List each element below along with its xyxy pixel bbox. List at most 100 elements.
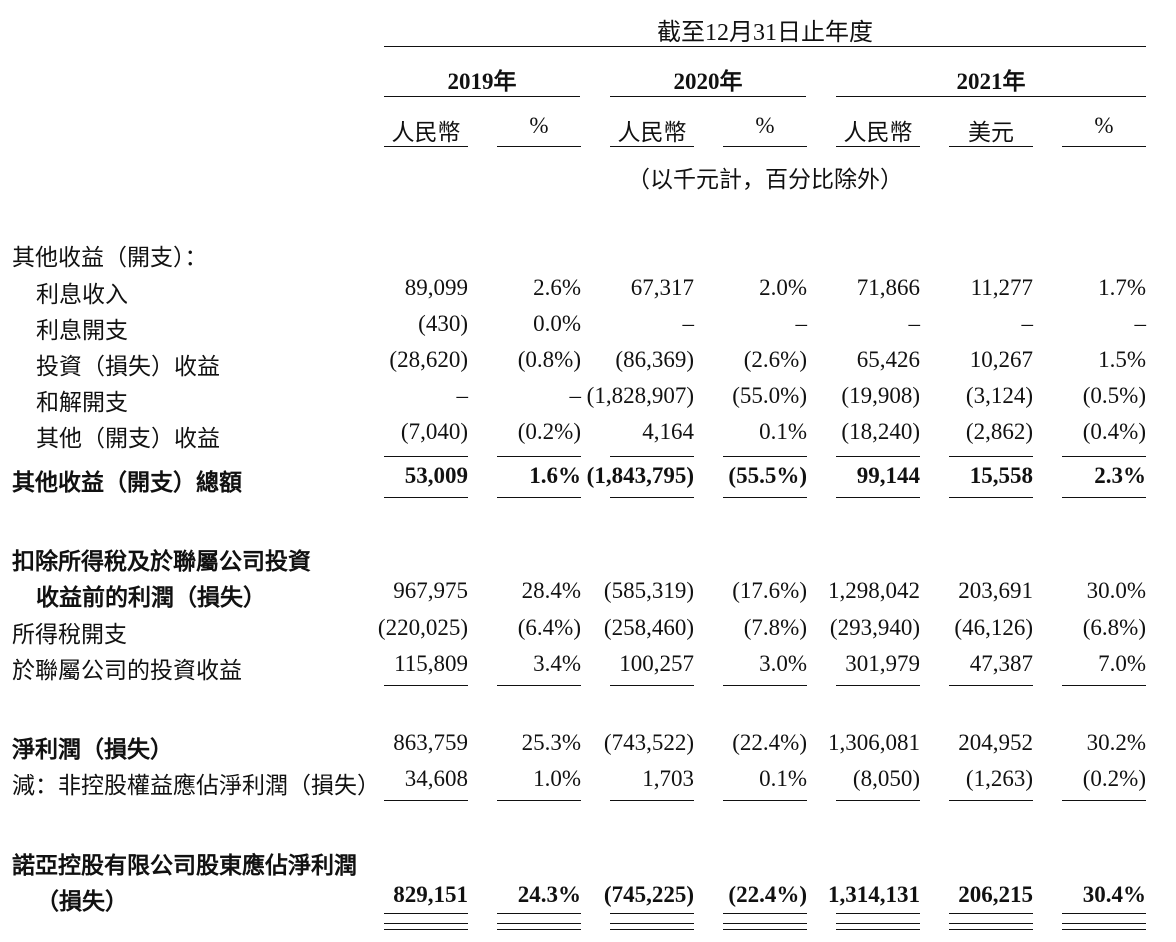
row-label-settlement-expense: 和解開支	[36, 390, 128, 415]
unit-underline	[384, 146, 468, 147]
table-cell: (7,040)	[400, 419, 468, 444]
row-label-net-profit: 淨利潤（損失）	[12, 737, 173, 762]
row-label-other-income-heading: 其他收益（開支）：	[12, 245, 208, 270]
subtotal-rule	[836, 685, 920, 686]
row-label-attributable-heading: 諾亞控股有限公司股東應佔淨利潤	[12, 853, 357, 878]
subtotal-rule	[836, 800, 920, 801]
subtotal-rule	[949, 800, 1033, 801]
table-cell: 67,317	[630, 275, 694, 300]
grand-total-rule	[1062, 913, 1146, 914]
table-cell: 47,387	[969, 651, 1033, 676]
subtotal-rule	[610, 800, 694, 801]
subtotal-rule	[384, 456, 468, 457]
subtotal-rule	[1062, 800, 1146, 801]
table-cell: (1,263)	[965, 766, 1033, 791]
table-cell: 24.3%	[517, 882, 581, 907]
table-cell: (18,240)	[841, 419, 920, 444]
table-cell: 1.7%	[1098, 275, 1146, 300]
subtotal-rule	[384, 685, 468, 686]
table-cell: 89,099	[404, 275, 468, 300]
unit-underline	[723, 146, 807, 147]
table-cell: (22.4%)	[728, 882, 807, 907]
table-cell: 1,306,081	[828, 730, 920, 755]
table-cell: (293,940)	[829, 615, 920, 640]
table-cell: (745,225)	[603, 882, 694, 907]
table-cell: 3.0%	[759, 651, 807, 676]
unit-header-usd-2021: 美元	[968, 120, 1014, 145]
unit-header-pct-2020: %	[755, 113, 775, 138]
table-cell: (22.4%)	[732, 730, 807, 755]
total-rule	[836, 497, 920, 498]
grand-total-rule	[497, 929, 581, 930]
total-rule	[723, 497, 807, 498]
row-label-income-tax: 所得稅開支	[12, 622, 127, 647]
table-cell: 15,558	[969, 463, 1033, 488]
unit-header-rmb-2020: 人民幣	[617, 120, 687, 145]
row-label-other-gain: 其他（開支）收益	[36, 426, 220, 451]
table-cell: 1.6%	[529, 463, 581, 488]
table-cell: (585,319)	[603, 578, 694, 603]
total-rule	[610, 497, 694, 498]
table-cell: (3,124)	[965, 383, 1033, 408]
table-cell: (1,828,907)	[586, 383, 694, 408]
table-cell: 28.4%	[521, 578, 581, 603]
subtotal-rule	[1062, 685, 1146, 686]
table-cell: 0.1%	[759, 419, 807, 444]
table-cell: (430)	[418, 311, 468, 336]
table-cell: (46,126)	[954, 615, 1033, 640]
grand-total-rule	[1062, 923, 1146, 924]
period-header: 截至12月31日止年度	[657, 20, 873, 46]
table-cell: (743,522)	[603, 730, 694, 755]
year-underline-2019	[384, 96, 580, 97]
table-cell: 100,257	[619, 651, 694, 676]
grand-total-rule	[497, 913, 581, 914]
grand-total-rule	[723, 929, 807, 930]
table-cell: 30.0%	[1086, 578, 1146, 603]
table-cell: (6.8%)	[1082, 615, 1146, 640]
table-cell: (28,620)	[389, 347, 468, 372]
table-cell: (0.5%)	[1082, 383, 1146, 408]
table-cell: –	[682, 311, 695, 336]
table-cell: 204,952	[958, 730, 1033, 755]
table-cell: (2,862)	[965, 419, 1033, 444]
table-cell: (17.6%)	[732, 578, 807, 603]
table-cell: 3.4%	[533, 651, 581, 676]
grand-total-rule	[384, 923, 468, 924]
grand-total-rule	[723, 913, 807, 914]
grand-total-rule	[384, 929, 468, 930]
table-cell: 1.0%	[533, 766, 581, 791]
table-cell: 53,009	[404, 463, 468, 488]
unit-underline	[497, 146, 581, 147]
table-cell: (0.2%)	[1082, 766, 1146, 791]
subtotal-rule	[723, 685, 807, 686]
table-cell: 11,277	[970, 275, 1033, 300]
row-label-interest-income: 利息收入	[36, 282, 128, 307]
subtotal-rule	[836, 456, 920, 457]
table-cell: 99,144	[856, 463, 920, 488]
table-cell: 0.1%	[759, 766, 807, 791]
subtotal-rule	[949, 685, 1033, 686]
grand-total-rule	[384, 913, 468, 914]
grand-total-rule	[610, 913, 694, 914]
table-cell: (0.8%)	[517, 347, 581, 372]
grand-total-rule	[836, 923, 920, 924]
year-underline-2020	[610, 96, 806, 97]
table-cell: –	[569, 383, 582, 408]
table-cell: (55.0%)	[732, 383, 807, 408]
row-label-pretax-heading: 扣除所得稅及於聯屬公司投資	[12, 549, 311, 574]
table-cell: 65,426	[856, 347, 920, 372]
grand-total-rule	[610, 929, 694, 930]
table-cell: –	[456, 383, 469, 408]
subtotal-rule	[1062, 456, 1146, 457]
table-cell: (8,050)	[852, 766, 920, 791]
unit-header-rmb-2021: 人民幣	[843, 120, 913, 145]
unit-note: （以千元計，百分比除外）	[627, 167, 903, 192]
table-cell: 71,866	[856, 275, 920, 300]
grand-total-rule	[1062, 929, 1146, 930]
table-cell: 30.4%	[1082, 882, 1146, 907]
subtotal-rule	[949, 456, 1033, 457]
row-label-attributable-profit: （損失）	[36, 889, 128, 914]
table-cell: 7.0%	[1098, 651, 1146, 676]
table-cell: –	[795, 311, 808, 336]
unit-header-rmb-2019: 人民幣	[391, 120, 461, 145]
